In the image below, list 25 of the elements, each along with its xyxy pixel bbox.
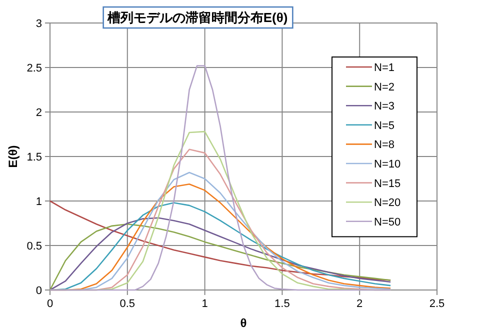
y-tick-label: 0: [36, 285, 42, 297]
y-axis-title: E(θ): [6, 145, 20, 168]
x-axis-title: θ: [240, 316, 247, 330]
x-tick-label: 1.5: [274, 298, 290, 310]
legend-label: N=2: [374, 81, 394, 94]
legend-label: N=10: [374, 158, 401, 170]
legend-label: N=3: [374, 100, 394, 113]
legend-label: N=50: [374, 216, 401, 228]
y-tick-label: 1: [36, 196, 42, 208]
legend-label: N=15: [374, 178, 401, 190]
legend-label: N=8: [374, 139, 394, 152]
legend-label: N=20: [374, 197, 401, 210]
x-tick-label: 2: [356, 298, 363, 310]
legend-label: N=1: [374, 62, 394, 74]
x-tick-label: 0.5: [120, 298, 136, 310]
x-tick-label: 2.5: [429, 298, 445, 310]
y-tick-label: 2: [36, 107, 42, 119]
y-tick-label: 3: [36, 18, 42, 30]
y-tick-label: 2.5: [26, 62, 42, 74]
chart-title: 槽列モデルの滞留時間分布E(θ): [106, 10, 288, 25]
y-tick-label: 1.5: [26, 152, 42, 164]
y-tick-label: 0.5: [26, 240, 42, 252]
x-tick-label: 0: [46, 298, 54, 310]
x-tick-label: 1: [202, 298, 208, 310]
legend-label: N=5: [374, 120, 394, 132]
